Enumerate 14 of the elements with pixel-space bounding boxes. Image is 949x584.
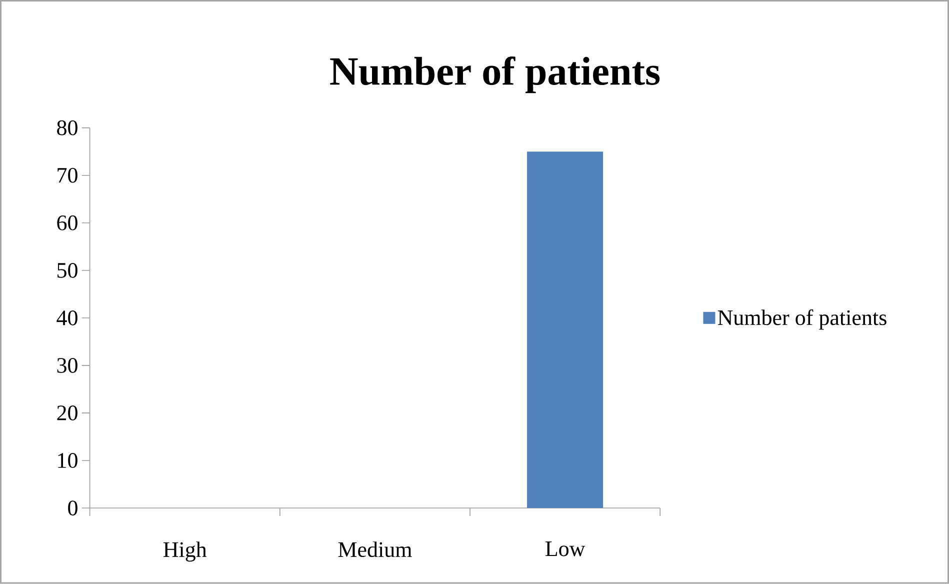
y-tick-label: 70 — [58, 168, 78, 183]
chart-title: Number of patients — [330, 56, 660, 94]
y-tick-label: 0 — [68, 500, 78, 516]
y-tick-label: 30 — [57, 358, 78, 373]
legend-label: Number of patients — [718, 310, 886, 330]
x-tick-label: Medium — [338, 542, 412, 558]
y-tick-label: 60 — [57, 216, 78, 230]
y-tick-label: 80 — [57, 120, 78, 136]
y-tick-label: 20 — [57, 406, 78, 420]
y-tick-label: 50 — [58, 263, 78, 278]
x-tick-label: High — [163, 542, 207, 562]
y-tick-label: 40 — [56, 310, 78, 326]
x-tick-label: Low — [546, 542, 586, 556]
y-tick-label: 10 — [58, 453, 78, 468]
